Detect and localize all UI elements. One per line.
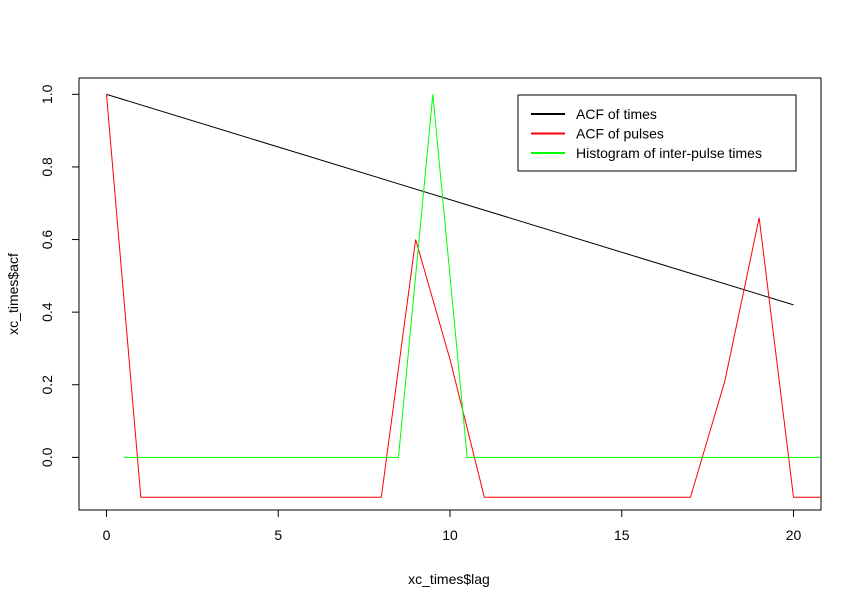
x-tick-label: 5 [274, 527, 282, 543]
y-tick-label: 0.4 [39, 302, 55, 322]
legend: ACF of times ACF of pulses Histogram of in… [517, 94, 797, 172]
legend-label: ACF of times [576, 106, 657, 122]
x-axis: 0 5 10 15 20 [103, 510, 802, 543]
x-tick-label: 0 [103, 527, 111, 543]
y-tick-label: 0.2 [39, 375, 55, 395]
x-tick-label: 10 [442, 527, 458, 543]
y-tick-label: 0.8 [39, 157, 55, 177]
y-tick-label: 0.0 [39, 447, 55, 467]
x-axis-label: xc_times$lag [408, 571, 490, 587]
x-tick-label: 20 [786, 527, 802, 543]
series-line-1 [105, 94, 821, 498]
y-axis: 0.0 0.2 0.4 0.6 0.8 1.0 [39, 84, 79, 467]
y-axis-label: xc_times$acf [5, 253, 21, 335]
series-layer [105, 93, 821, 498]
y-tick-label: 0.6 [39, 230, 55, 250]
legend-label: Histogram of inter-pulse times [576, 145, 762, 161]
series-line-2 [123, 94, 821, 458]
legend-label: ACF of pulses [576, 126, 664, 142]
x-tick-label: 15 [614, 527, 630, 543]
series-line-0 [106, 93, 794, 306]
y-tick-label: 1.0 [39, 84, 55, 104]
